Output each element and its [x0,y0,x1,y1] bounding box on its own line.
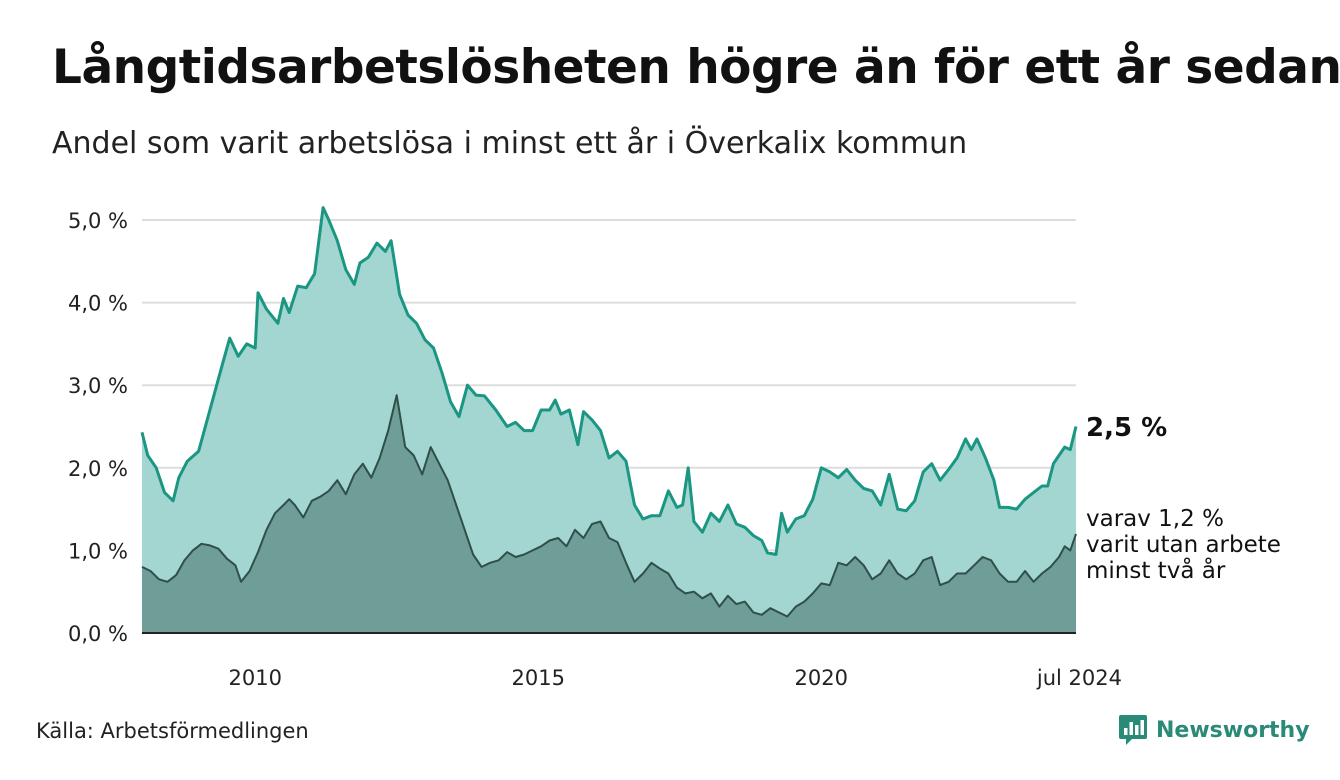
y-tick-label: 2,0 % [68,457,128,481]
end-label-main: 2,5 % [1086,413,1168,443]
end-label-sub-line: minst två år [1086,558,1226,584]
x-tick-label: 2020 [795,666,848,690]
series-line-0 [140,206,1078,556]
series-line-1 [141,394,1077,618]
y-tick-label: 5,0 % [68,209,128,233]
y-tick-label: 4,0 % [68,292,128,316]
y-tick-label: 1,0 % [68,539,128,563]
x-tick-label: 2015 [512,666,565,690]
series-area-1 [142,395,1076,633]
chart-subtitle: Andel som varit arbetslösa i minst ett å… [52,126,968,161]
y-tick-label: 0,0 % [68,622,128,646]
chart-title: Långtidsarbetslösheten högre än för ett … [52,40,1340,95]
x-tick-label: jul 2024 [1036,666,1122,690]
y-tick-label: 3,0 % [68,374,128,398]
end-label-sub-line: varav 1,2 % [1086,506,1224,532]
newsworthy-icon [1119,715,1147,745]
brand-logo[interactable]: Newsworthy [1118,713,1310,747]
source-note: Källa: Arbetsförmedlingen [36,719,309,743]
end-label-sub: varav 1,2 % varit utan arbete minst två … [1086,506,1281,584]
x-tick-label: 2010 [228,666,281,690]
end-label-sub-line: varit utan arbete [1086,532,1281,558]
brand-name: Newsworthy [1156,717,1310,743]
